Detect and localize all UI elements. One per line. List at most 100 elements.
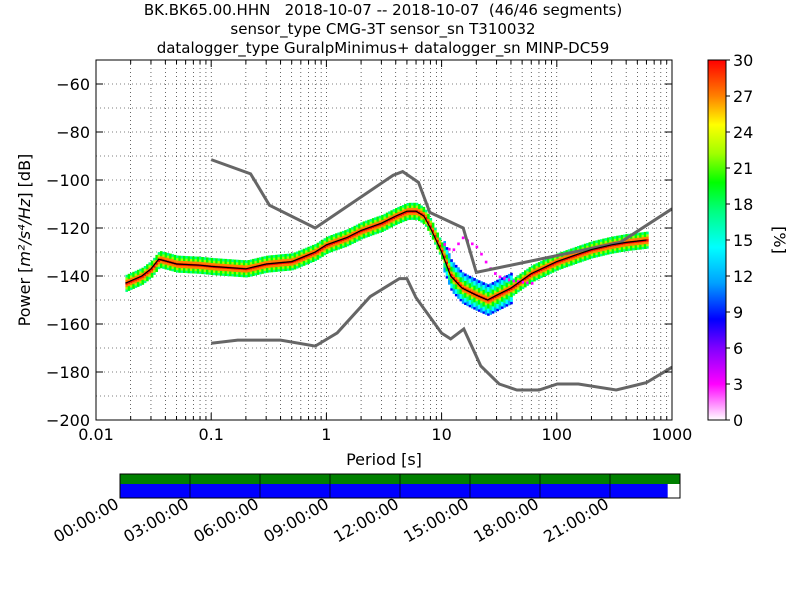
heat-cell — [630, 243, 633, 246]
heat-cell — [332, 236, 336, 240]
heat-cell — [339, 231, 343, 235]
heat-cell — [484, 307, 488, 310]
heat-cell — [143, 268, 147, 272]
heat-cell — [408, 214, 412, 218]
heat-cell — [517, 287, 520, 290]
heat-cell — [185, 268, 188, 271]
heat-cell — [213, 260, 216, 264]
heat-cell — [627, 243, 631, 247]
heat-cell — [342, 230, 345, 234]
heat-cell — [468, 278, 472, 281]
heat-cell — [484, 288, 488, 291]
heat-cell — [408, 202, 412, 206]
heat-cell — [452, 288, 456, 292]
heat-cell — [162, 266, 165, 269]
heat-cell — [422, 209, 426, 212]
heat-cell — [480, 281, 483, 284]
heat-cell — [471, 293, 474, 297]
heat-cell — [395, 220, 398, 223]
heat-cell — [517, 282, 520, 286]
heat-cell — [162, 261, 165, 265]
heat-cell — [365, 220, 368, 224]
heat-cell — [247, 274, 251, 278]
heat-cell — [457, 291, 460, 294]
heat-cell — [498, 295, 502, 299]
heat-cell — [309, 245, 313, 249]
heat-cell — [291, 258, 294, 261]
heat-cell — [388, 221, 391, 224]
heat-cell — [132, 279, 135, 282]
heat-cell — [606, 239, 610, 243]
heat-cell — [136, 272, 140, 275]
heat-cell — [381, 224, 384, 228]
heat-cell — [411, 205, 414, 208]
heat-cell — [376, 216, 380, 220]
heat-cell — [454, 276, 458, 280]
heat-cell — [408, 205, 412, 208]
heat-cell — [206, 259, 209, 263]
heat-cell — [542, 259, 545, 263]
heat-cell — [445, 256, 449, 260]
heat-cell — [272, 267, 276, 270]
heat-cell — [233, 274, 237, 277]
heat-cell — [335, 235, 338, 239]
heat-cell — [295, 265, 299, 269]
heat-cell — [461, 272, 465, 275]
heat-cell — [215, 267, 218, 271]
heat-cell — [528, 281, 532, 285]
heat-cell — [143, 273, 147, 276]
heat-cell — [199, 271, 202, 274]
heat-cell — [180, 267, 184, 271]
heat-cell — [434, 239, 437, 243]
heat-cell — [482, 282, 486, 285]
heat-cell — [401, 209, 405, 213]
heat-cell — [530, 265, 534, 269]
heat-cell — [632, 242, 635, 246]
heat-cell — [263, 256, 267, 259]
available-data-bar — [120, 484, 668, 498]
heat-cell — [613, 245, 617, 249]
heat-cell — [231, 269, 234, 272]
heat-cell — [155, 264, 158, 268]
heat-cell — [365, 235, 368, 238]
heat-cell — [443, 248, 446, 251]
heat-cell — [351, 226, 354, 230]
heat-cell — [468, 287, 472, 291]
heat-cell — [459, 274, 463, 278]
heat-cell — [487, 305, 490, 309]
heat-cell — [219, 270, 223, 274]
heat-cell — [609, 251, 612, 255]
heat-cell — [551, 260, 555, 264]
heat-cell — [533, 266, 536, 270]
heat-cell — [378, 218, 382, 221]
heat-cell — [141, 270, 145, 273]
heat-cell — [475, 296, 479, 299]
heat-cell — [291, 267, 294, 271]
y-label-math: m²/s⁴/Hz — [15, 198, 34, 267]
heat-cell — [625, 248, 628, 252]
heat-cell — [362, 226, 366, 229]
heat-cell — [219, 258, 223, 262]
heat-cell — [466, 279, 469, 283]
heat-cell-sparse — [498, 275, 502, 279]
x-tick-label: 0.01 — [78, 425, 114, 444]
heat-cell — [574, 258, 578, 262]
heat-cell — [457, 281, 460, 285]
heat-cell — [623, 244, 626, 247]
heat-cell — [247, 264, 251, 268]
heat-cell — [600, 253, 603, 257]
heat-cell — [434, 234, 437, 238]
heat-cell — [494, 292, 497, 296]
heat-cell — [208, 269, 211, 273]
heat-cell — [183, 255, 186, 259]
heat-cell — [459, 293, 463, 297]
heat-cell — [236, 269, 239, 272]
heat-cell — [224, 261, 228, 264]
heat-cell — [505, 277, 509, 281]
heat-cell — [524, 277, 527, 281]
y-label-prefix: Power [ — [15, 267, 34, 327]
heat-cell — [454, 269, 458, 273]
heat-cell — [639, 242, 642, 245]
heat-cell — [616, 235, 619, 239]
heat-cell — [448, 282, 451, 285]
